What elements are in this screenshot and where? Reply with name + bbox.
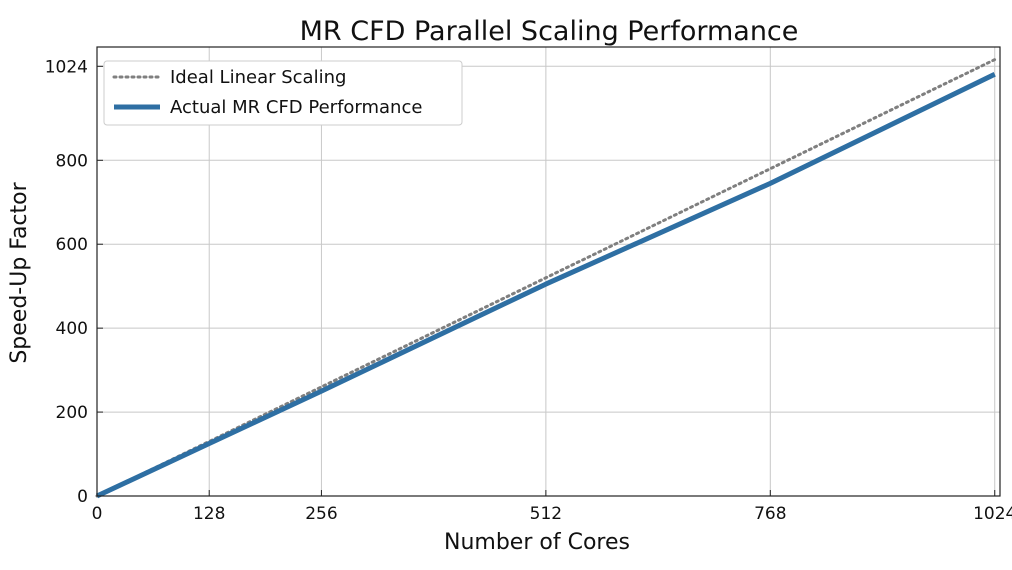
x-tick-label: 128 <box>193 504 225 524</box>
legend-box <box>103 60 463 126</box>
x-tick-label: 1024 <box>973 504 1012 524</box>
ticks: 0 128 256 512 768 1024 0 200 400 600 800 1024 <box>45 57 1012 524</box>
series-line-ideal <box>95 58 997 498</box>
chart-title: MR CFD Parallel Scaling Performance <box>300 16 799 47</box>
legend-entry-actual: Actual MR CFD Performance <box>170 97 422 118</box>
y-tick-label: 1024 <box>45 57 88 77</box>
y-tick-label: 800 <box>56 151 88 171</box>
y-tick-label: 600 <box>56 235 88 255</box>
series-layer <box>95 58 997 499</box>
legend-entry-ideal: Ideal Linear Scaling <box>170 67 346 88</box>
y-tick-label: 200 <box>56 403 88 423</box>
x-tick-label: 512 <box>530 504 562 524</box>
y-tick-label: 0 <box>77 487 88 507</box>
x-tick-label: 256 <box>305 504 337 524</box>
plot-frame <box>96 46 1001 497</box>
x-tick-label: 0 <box>92 504 103 524</box>
y-tick-label: 400 <box>56 319 88 339</box>
x-tick-label: 768 <box>754 504 786 524</box>
series-line-actual <box>95 72 996 499</box>
y-axis-label: Speed-Up Factor <box>7 181 32 363</box>
legend: Ideal Linear Scaling Actual MR CFD Perfo… <box>103 60 463 126</box>
x-axis-label: Number of Cores <box>444 530 630 555</box>
